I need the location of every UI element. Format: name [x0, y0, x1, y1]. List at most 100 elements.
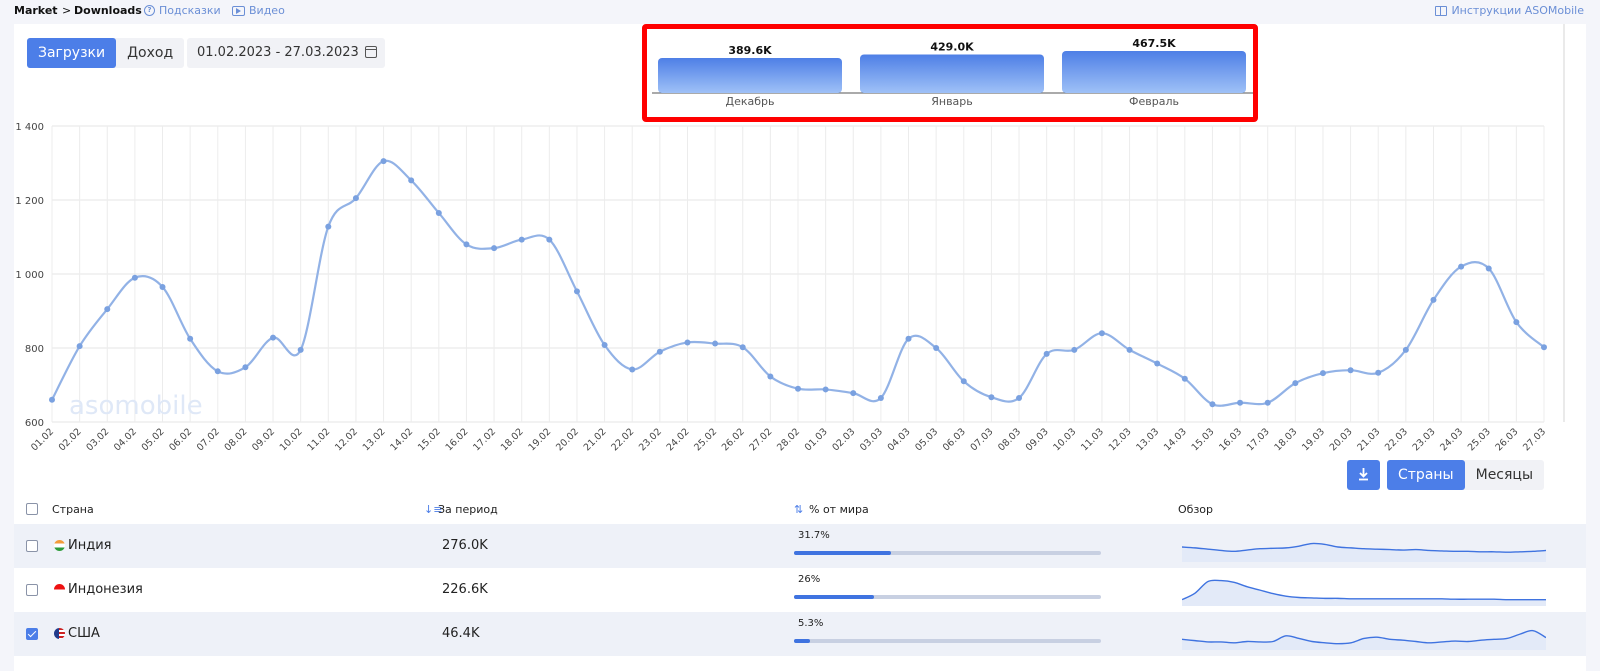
video-link[interactable]: Видео [232, 4, 285, 17]
data-point-35 [1016, 394, 1023, 401]
country-name[interactable]: Индия [68, 538, 112, 553]
docs-link[interactable]: Инструкции ASOMobile [1435, 4, 1584, 17]
data-point-3 [131, 274, 138, 281]
sparkline-area [1182, 543, 1546, 562]
data-point-25 [739, 344, 746, 351]
x-tick-45: 18.03 [1272, 426, 1299, 453]
x-tick-9: 10.02 [278, 426, 305, 453]
x-tick-51: 24.03 [1438, 426, 1465, 453]
top-bar: Market > Downloads ? Подсказки Видео Инс… [0, 0, 1600, 22]
country-name[interactable]: США [68, 626, 100, 641]
header-overview: Обзор [1178, 503, 1214, 516]
y-tick-0: 600 [25, 418, 44, 429]
x-tick-24: 25.02 [692, 426, 719, 453]
months-tab[interactable]: Месяцы [1475, 467, 1534, 483]
data-point-34 [988, 394, 995, 401]
overview-sparkline [1182, 579, 1546, 606]
header-country[interactable]: Страна [52, 503, 94, 516]
calendar-icon[interactable] [365, 46, 377, 58]
sort-desc-icon[interactable]: ↓≡ [424, 503, 443, 516]
x-tick-6: 07.02 [195, 426, 222, 453]
table-row[interactable]: Индия 276.0K 31.7% [14, 524, 1586, 568]
data-point-11 [352, 195, 359, 202]
period-total: 226.6K [442, 582, 488, 597]
downloads-card: Загрузки Доход 01.02.2023 - 27.03.2023 3… [14, 24, 1586, 671]
sort-icon[interactable]: ⇅ [794, 503, 804, 516]
table-row[interactable]: США 46.4K 5.3% [14, 612, 1586, 656]
x-tick-36: 09.03 [1024, 426, 1051, 453]
x-tick-20: 21.02 [582, 426, 609, 453]
x-tick-7: 08.02 [223, 426, 250, 453]
sparkline-line [1182, 629, 1546, 645]
country-name[interactable]: Индонезия [68, 582, 143, 597]
header-period[interactable]: За период [438, 503, 498, 516]
data-point-31 [905, 335, 912, 342]
x-tick-12: 13.02 [361, 426, 388, 453]
x-tick-29: 02.03 [830, 426, 857, 453]
month-bar-0 [658, 58, 842, 93]
x-tick-15: 16.02 [444, 426, 471, 453]
revenue-tab[interactable]: Доход [127, 45, 174, 61]
data-point-30 [877, 394, 884, 401]
data-point-18 [546, 236, 553, 243]
x-tick-41: 14.03 [1162, 426, 1189, 453]
x-tick-54: 27.03 [1521, 426, 1548, 453]
x-tick-40: 13.03 [1134, 426, 1161, 453]
x-tick-46: 19.03 [1300, 426, 1327, 453]
data-point-6 [214, 368, 221, 375]
world-share-bar [794, 595, 1101, 599]
countries-tab[interactable]: Страны [1387, 460, 1465, 490]
data-point-4 [159, 283, 166, 290]
table-view-toggle: Страны Месяцы [1387, 460, 1545, 490]
x-tick-10: 11.02 [305, 426, 332, 453]
download-icon [1359, 468, 1368, 481]
data-point-20 [601, 342, 608, 349]
video-label: Видео [249, 4, 285, 17]
x-tick-21: 22.02 [609, 426, 636, 453]
hints-label: Подсказки [159, 4, 221, 17]
y-tick-1: 800 [25, 344, 44, 355]
date-range-picker[interactable]: 01.02.2023 - 27.03.2023 [187, 38, 385, 68]
overview-sparkline [1182, 629, 1546, 650]
data-point-22 [656, 348, 663, 355]
downloads-tab[interactable]: Загрузки [27, 38, 117, 68]
select-all-checkbox[interactable] [26, 503, 38, 515]
world-share-label: 5.3% [798, 618, 824, 629]
data-point-53 [1513, 319, 1520, 326]
sparkline-area [1182, 630, 1546, 650]
header-world-share[interactable]: % от мира [809, 503, 869, 516]
data-point-50 [1430, 296, 1437, 303]
data-point-32 [933, 345, 940, 351]
data-point-41 [1181, 375, 1188, 382]
row-checkbox[interactable] [26, 540, 38, 552]
row-checkbox[interactable] [26, 628, 38, 640]
y-tick-4: 1 400 [15, 122, 44, 133]
period-total: 276.0K [442, 538, 488, 553]
x-tick-8: 09.02 [250, 426, 277, 453]
month-bar-label-1: Январь [931, 95, 973, 108]
month-bar-label-0: Декабрь [726, 95, 775, 108]
export-button[interactable] [1347, 460, 1380, 490]
data-point-45 [1292, 380, 1299, 387]
world-share-fill [794, 551, 892, 555]
table-row[interactable]: Индонезия 226.6K 26% [14, 568, 1586, 612]
x-tick-25: 26.02 [720, 426, 747, 453]
data-point-27 [795, 385, 801, 392]
country-flag-icon [54, 584, 65, 595]
row-checkbox[interactable] [26, 584, 38, 596]
month-bar-value-2: 467.5K [1132, 37, 1176, 50]
sparkline-area [1182, 580, 1546, 606]
downloads-line-chart: 389.6K Декабрь 429.0K Январь 467.5K Февраль 60… [15, 24, 1565, 453]
country-flag-icon [54, 628, 65, 639]
breadcrumb-market[interactable]: Market [14, 4, 58, 17]
data-point-51 [1458, 263, 1465, 270]
data-point-26 [767, 373, 774, 380]
x-tick-52: 25.03 [1466, 426, 1493, 453]
hints-link[interactable]: ? Подсказки [144, 4, 221, 17]
data-point-2 [104, 306, 111, 313]
world-share-fill [794, 595, 874, 599]
country-flag-icon [54, 540, 65, 551]
world-share-bar [794, 551, 1101, 555]
date-range-value: 01.02.2023 - 27.03.2023 [197, 45, 359, 60]
x-tick-38: 11.03 [1079, 426, 1106, 453]
